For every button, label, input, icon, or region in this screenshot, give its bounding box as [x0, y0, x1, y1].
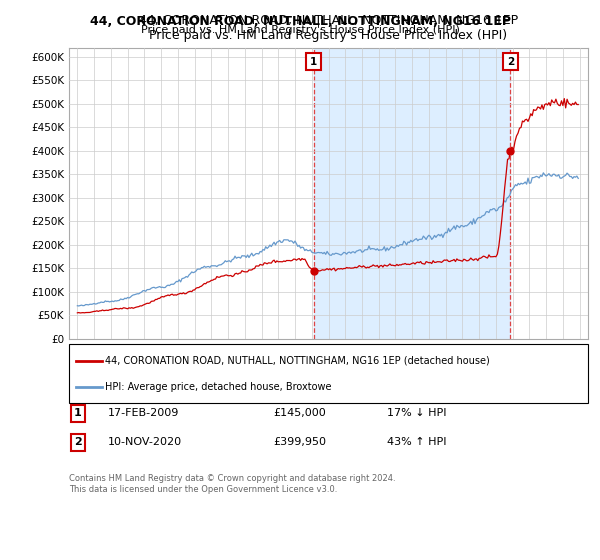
- Text: 43% ↑ HPI: 43% ↑ HPI: [387, 437, 446, 447]
- Bar: [314, 48, 511, 339]
- Text: 44, CORONATION ROAD, NUTHALL, NOTTINGHAM, NG16 1EP: 44, CORONATION ROAD, NUTHALL, NOTTINGHAM…: [89, 15, 511, 27]
- Text: Price paid vs. HM Land Registry's House Price Index (HPI): Price paid vs. HM Land Registry's House …: [140, 25, 460, 35]
- Text: 2: 2: [507, 57, 514, 67]
- Text: 17% ↓ HPI: 17% ↓ HPI: [387, 408, 446, 418]
- Text: 2: 2: [74, 437, 82, 447]
- Text: 10-NOV-2020: 10-NOV-2020: [108, 437, 182, 447]
- Text: 1: 1: [74, 408, 82, 418]
- Text: £399,950: £399,950: [273, 437, 326, 447]
- Text: 44, CORONATION ROAD, NUTHALL, NOTTINGHAM, NG16 1EP (detached house): 44, CORONATION ROAD, NUTHALL, NOTTINGHAM…: [105, 356, 490, 366]
- Text: HPI: Average price, detached house, Broxtowe: HPI: Average price, detached house, Brox…: [105, 382, 331, 392]
- Text: £145,000: £145,000: [273, 408, 326, 418]
- Text: 1: 1: [310, 57, 317, 67]
- Text: 17-FEB-2009: 17-FEB-2009: [108, 408, 179, 418]
- Text: Contains HM Land Registry data © Crown copyright and database right 2024.
This d: Contains HM Land Registry data © Crown c…: [69, 474, 395, 494]
- Title: 44, CORONATION ROAD, NUTHALL, NOTTINGHAM, NG16 1EP
Price paid vs. HM Land Regist: 44, CORONATION ROAD, NUTHALL, NOTTINGHAM…: [139, 14, 518, 42]
